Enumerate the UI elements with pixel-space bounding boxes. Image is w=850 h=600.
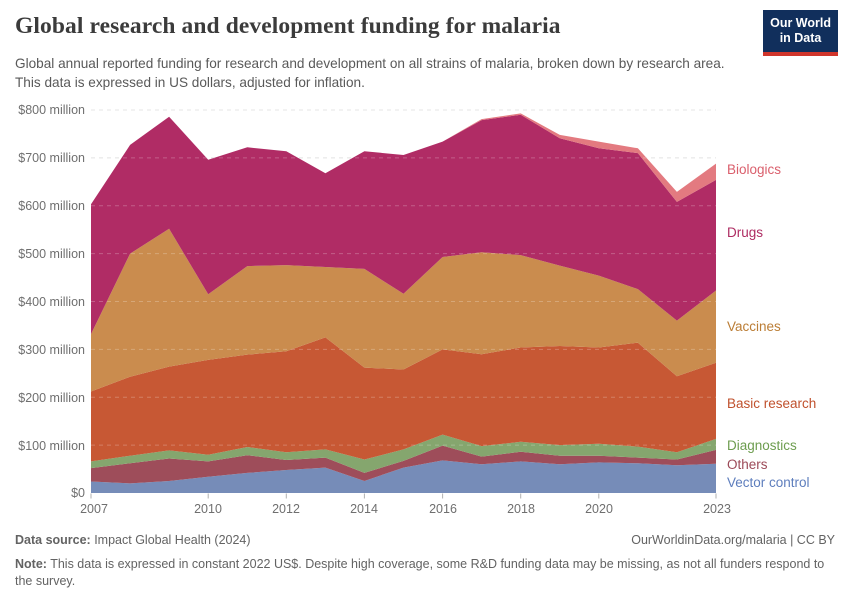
data-source: Data source: Impact Global Health (2024) <box>15 533 251 547</box>
x-axis-tick-label: 2023 <box>703 502 731 516</box>
data-source-value: Impact Global Health (2024) <box>90 533 251 547</box>
x-ticks <box>90 493 717 499</box>
legend: Biologics Drugs Vaccines Basic research … <box>727 162 816 490</box>
owid-logo-line1: Our World <box>770 16 831 30</box>
owid-logo[interactable]: Our World in Data <box>763 10 838 56</box>
y-axis-tick-label: $400 million <box>18 295 85 309</box>
y-axis-tick-label: $300 million <box>18 343 85 357</box>
stacked-area-chart: $800 million $700 million $600 million $… <box>18 103 816 516</box>
area-vector-control[interactable] <box>91 460 716 493</box>
area-stack <box>91 113 716 493</box>
legend-label-drugs[interactable]: Drugs <box>727 225 763 240</box>
data-source-label: Data source: <box>15 533 91 547</box>
y-axis-tick-label: $200 million <box>18 391 85 405</box>
y-axis-tick-label: $800 million <box>18 103 85 117</box>
area-drugs[interactable] <box>91 114 716 335</box>
x-axis-tick-label: 2018 <box>507 502 535 516</box>
y-axis-tick-label: $100 million <box>18 439 85 453</box>
x-axis-tick-label: 2020 <box>585 502 613 516</box>
legend-label-basic-research[interactable]: Basic research <box>727 396 816 411</box>
y-axis-tick-label: $0 <box>71 486 85 500</box>
x-axis-tick-label: 2007 <box>80 502 108 516</box>
legend-label-vector-control[interactable]: Vector control <box>727 475 810 490</box>
note-value: This data is expressed in constant 2022 … <box>15 557 825 589</box>
footer-source-row: Data source: Impact Global Health (2024)… <box>15 533 835 547</box>
y-axis-tick-label: $500 million <box>18 247 85 261</box>
footer-note: Note: This data is expressed in constant… <box>15 556 833 591</box>
area-biologics[interactable] <box>91 113 716 205</box>
legend-label-others[interactable]: Others <box>727 457 768 472</box>
area-basic-research[interactable] <box>91 337 716 462</box>
legend-label-diagnostics[interactable]: Diagnostics <box>727 438 797 453</box>
area-diagnostics[interactable] <box>91 434 716 473</box>
page-title: Global research and development funding … <box>15 13 561 39</box>
x-axis-tick-label: 2010 <box>194 502 222 516</box>
area-vaccines[interactable] <box>91 228 716 392</box>
y-axis-tick-label: $700 million <box>18 151 85 165</box>
note-label: Note: <box>15 557 47 571</box>
y-axis: $800 million $700 million $600 million $… <box>18 103 85 500</box>
legend-label-vaccines[interactable]: Vaccines <box>727 319 781 334</box>
gridlines-over <box>91 109 716 446</box>
x-axis-tick-label: 2014 <box>350 502 378 516</box>
y-axis-tick-label: $600 million <box>18 199 85 213</box>
owid-logo-line2: in Data <box>779 31 822 46</box>
owid-cc-link[interactable]: OurWorldinData.org/malaria | CC BY <box>631 533 835 547</box>
x-axis: 2007 2010 2012 2014 2016 2018 2020 2023 <box>80 502 731 516</box>
x-axis-tick-label: 2012 <box>272 502 300 516</box>
x-axis-tick-label: 2016 <box>429 502 457 516</box>
legend-label-biologics[interactable]: Biologics <box>727 162 781 177</box>
chart-subtitle: Global annual reported funding for resea… <box>15 56 725 91</box>
area-others[interactable] <box>91 445 716 484</box>
